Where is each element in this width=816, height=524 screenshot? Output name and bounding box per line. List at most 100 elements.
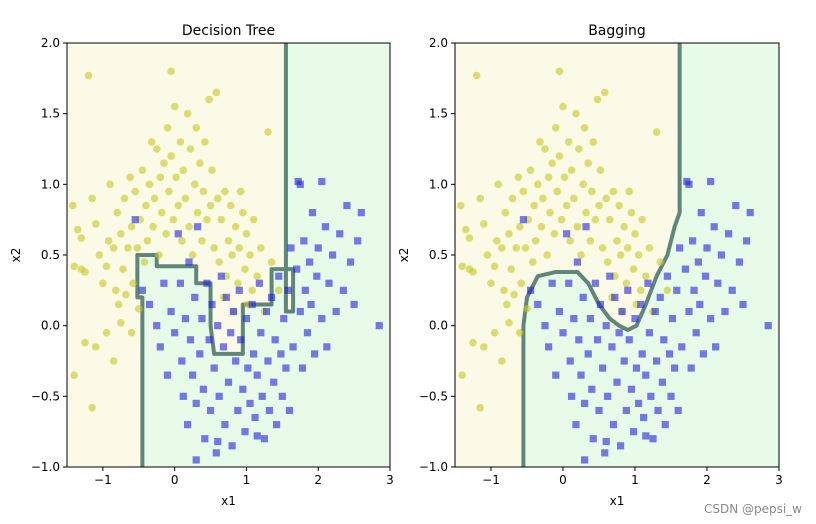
point-class-1 — [282, 364, 290, 372]
point-class-1 — [599, 364, 607, 372]
point-class-0 — [113, 208, 122, 217]
point-class-1 — [665, 350, 674, 358]
point-class-0 — [638, 215, 646, 224]
point-class-0 — [91, 343, 100, 351]
point-class-0 — [572, 109, 580, 118]
point-class-0 — [553, 187, 562, 196]
point-class-0 — [210, 244, 218, 252]
point-class-1 — [258, 392, 266, 400]
point-class-0 — [155, 251, 163, 259]
point-class-1 — [267, 293, 276, 301]
point-class-0 — [469, 338, 477, 347]
point-class-1 — [253, 432, 261, 440]
point-class-0 — [156, 173, 165, 182]
point-class-1 — [235, 286, 243, 294]
point-class-1 — [586, 315, 594, 323]
point-class-0 — [217, 215, 226, 224]
point-class-0 — [642, 272, 650, 281]
point-class-0 — [624, 244, 632, 252]
point-class-0 — [239, 208, 247, 217]
point-class-0 — [88, 403, 96, 412]
point-class-0 — [152, 145, 161, 153]
y-tick-label: 1.5 — [41, 107, 60, 121]
point-class-0 — [198, 237, 206, 245]
point-class-1 — [250, 350, 258, 358]
point-class-0 — [507, 265, 515, 273]
point-class-1 — [275, 272, 283, 280]
point-class-0 — [555, 67, 564, 76]
point-class-1 — [278, 392, 286, 400]
point-class-1 — [667, 392, 675, 400]
point-class-0 — [543, 251, 551, 259]
y-tick-label: −0.5 — [419, 389, 448, 403]
point-class-1 — [595, 406, 603, 415]
point-class-0 — [589, 138, 598, 146]
point-class-1 — [265, 406, 274, 415]
point-class-0 — [469, 268, 477, 276]
point-class-1 — [663, 272, 671, 280]
point-class-1 — [582, 223, 590, 231]
point-class-0 — [81, 338, 89, 347]
point-class-1 — [606, 272, 614, 280]
point-class-0 — [573, 222, 582, 231]
point-class-1 — [357, 209, 365, 217]
point-class-0 — [476, 194, 485, 203]
point-class-0 — [119, 265, 127, 273]
point-class-1 — [620, 357, 628, 365]
point-class-1 — [185, 258, 193, 266]
point-class-0 — [192, 124, 200, 132]
point-class-1 — [703, 244, 711, 252]
point-class-1 — [375, 322, 383, 330]
point-class-1 — [581, 399, 589, 407]
point-class-0 — [552, 124, 560, 132]
point-class-1 — [328, 251, 337, 259]
point-class-1 — [174, 230, 182, 238]
point-class-1 — [298, 364, 307, 372]
point-class-0 — [257, 244, 265, 252]
point-class-1 — [654, 406, 662, 415]
point-class-1 — [624, 286, 632, 294]
point-class-0 — [562, 201, 571, 210]
point-class-1 — [354, 237, 362, 245]
point-class-0 — [242, 230, 251, 238]
point-class-1 — [280, 315, 288, 323]
point-class-1 — [611, 293, 619, 301]
point-class-0 — [523, 304, 531, 313]
point-class-1 — [588, 385, 596, 393]
point-class-0 — [458, 371, 467, 379]
point-class-0 — [490, 262, 499, 271]
point-class-1 — [339, 286, 347, 294]
point-class-1 — [661, 421, 669, 429]
chart-title: Bagging — [588, 23, 646, 39]
point-class-0 — [596, 166, 605, 174]
point-class-1 — [183, 421, 192, 429]
point-class-1 — [555, 307, 563, 316]
point-class-0 — [591, 215, 600, 224]
point-class-1 — [613, 378, 621, 386]
point-class-1 — [545, 343, 553, 351]
point-class-1 — [732, 201, 740, 210]
point-class-1 — [287, 244, 295, 252]
point-class-0 — [537, 222, 546, 231]
plot-area — [455, 43, 779, 467]
point-class-0 — [546, 208, 554, 217]
point-class-1 — [627, 385, 635, 393]
point-class-0 — [264, 128, 272, 136]
point-class-0 — [580, 124, 589, 132]
point-class-0 — [167, 152, 175, 160]
point-class-0 — [117, 230, 125, 238]
point-class-1 — [644, 279, 652, 287]
point-class-1 — [681, 265, 689, 273]
point-class-0 — [458, 262, 467, 271]
point-class-1 — [308, 209, 317, 217]
point-class-1 — [721, 307, 729, 316]
point-class-0 — [231, 222, 240, 231]
point-class-1 — [160, 279, 168, 287]
point-class-0 — [577, 251, 585, 259]
x-tick-label: 3 — [775, 473, 783, 487]
point-class-0 — [160, 159, 168, 167]
point-class-1 — [637, 300, 645, 309]
point-class-1 — [660, 336, 668, 344]
point-class-1 — [192, 399, 200, 407]
point-class-0 — [530, 201, 538, 210]
